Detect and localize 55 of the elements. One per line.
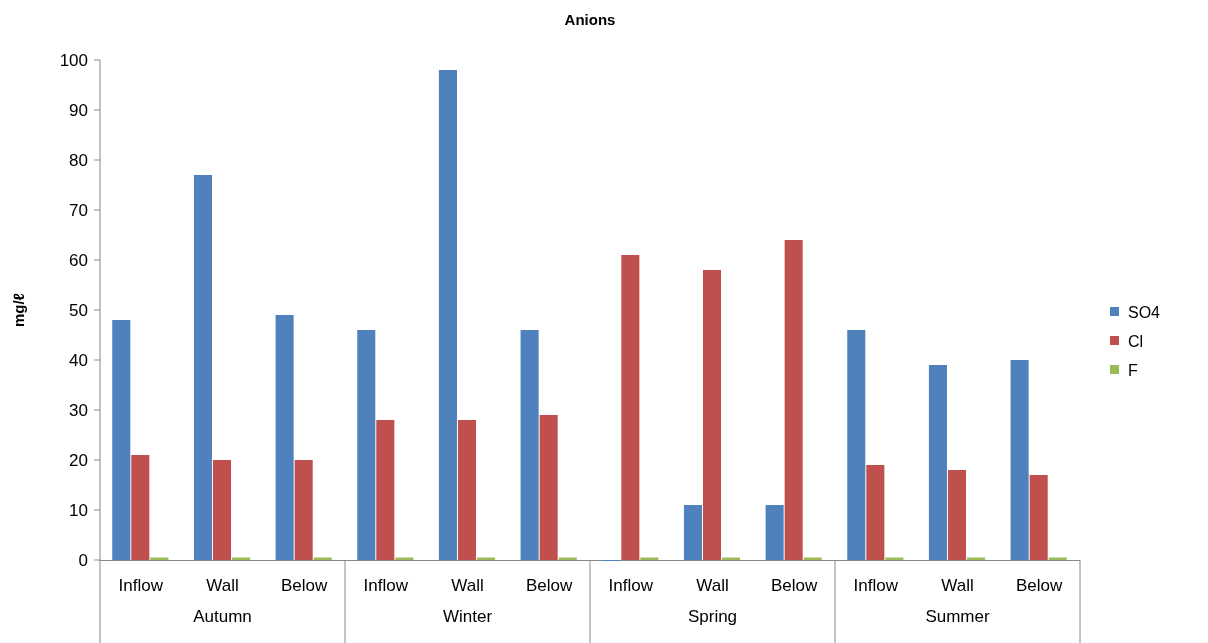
bar xyxy=(866,465,885,560)
y-tick-label: 30 xyxy=(69,400,88,420)
bar xyxy=(683,505,702,560)
x-tick-label: Wall xyxy=(941,576,974,595)
x-tick-label: Inflow xyxy=(118,576,164,595)
y-tick-label: 0 xyxy=(78,550,88,570)
x-tick-label: Wall xyxy=(696,576,729,595)
bar xyxy=(131,455,150,560)
bar xyxy=(947,470,967,560)
legend-label: SO4 xyxy=(1128,303,1161,321)
legend-label: Cl xyxy=(1128,332,1144,350)
legend-label: F xyxy=(1128,361,1138,379)
bar xyxy=(702,270,722,560)
bar xyxy=(275,315,294,560)
text: Autumn xyxy=(193,607,252,626)
bar xyxy=(520,330,539,560)
bar xyxy=(357,330,376,560)
bar xyxy=(376,420,395,560)
y-tick-label: 100 xyxy=(59,50,88,70)
y-tick-label: 80 xyxy=(69,150,88,170)
x-tick-label: Below xyxy=(281,576,329,595)
x-tick-label: Inflow xyxy=(363,576,409,595)
y-tick-label: 40 xyxy=(69,350,88,370)
bar xyxy=(765,505,784,560)
bar xyxy=(294,460,313,560)
y-tick-label: 20 xyxy=(69,450,88,470)
bar xyxy=(193,175,212,560)
text: Summer xyxy=(925,607,990,626)
x-tick-label: Below xyxy=(526,576,574,595)
bar xyxy=(621,255,640,560)
bar xyxy=(112,320,131,560)
bar xyxy=(457,420,477,560)
bar xyxy=(438,70,457,560)
bar xyxy=(784,240,803,560)
chart-title: Anions xyxy=(564,11,616,28)
x-tick-label: Inflow xyxy=(853,576,899,595)
bar xyxy=(928,365,947,560)
y-axis-title: mg/ℓ xyxy=(10,293,27,327)
bar xyxy=(539,415,558,560)
x-tick-label: Below xyxy=(771,576,819,595)
text: Winter xyxy=(442,607,493,626)
text: Spring xyxy=(687,607,738,626)
x-tick-label: Inflow xyxy=(608,576,654,595)
x-tick-label: Wall xyxy=(451,576,484,595)
y-tick-label: 50 xyxy=(69,300,88,320)
x-tick-label: Wall xyxy=(206,576,239,595)
y-tick-label: 70 xyxy=(69,200,88,220)
x-tick-label: Below xyxy=(1016,576,1064,595)
bar xyxy=(1029,475,1048,560)
y-tick-label: 10 xyxy=(69,500,88,520)
bar xyxy=(1010,360,1029,560)
y-tick-label: 60 xyxy=(69,250,88,270)
bar xyxy=(212,460,232,560)
y-tick-label: 90 xyxy=(69,100,88,120)
bar xyxy=(847,330,866,560)
